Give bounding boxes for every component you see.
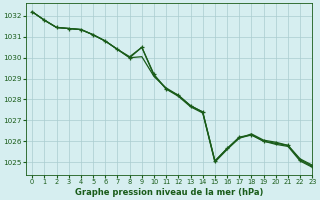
X-axis label: Graphe pression niveau de la mer (hPa): Graphe pression niveau de la mer (hPa): [75, 188, 263, 197]
